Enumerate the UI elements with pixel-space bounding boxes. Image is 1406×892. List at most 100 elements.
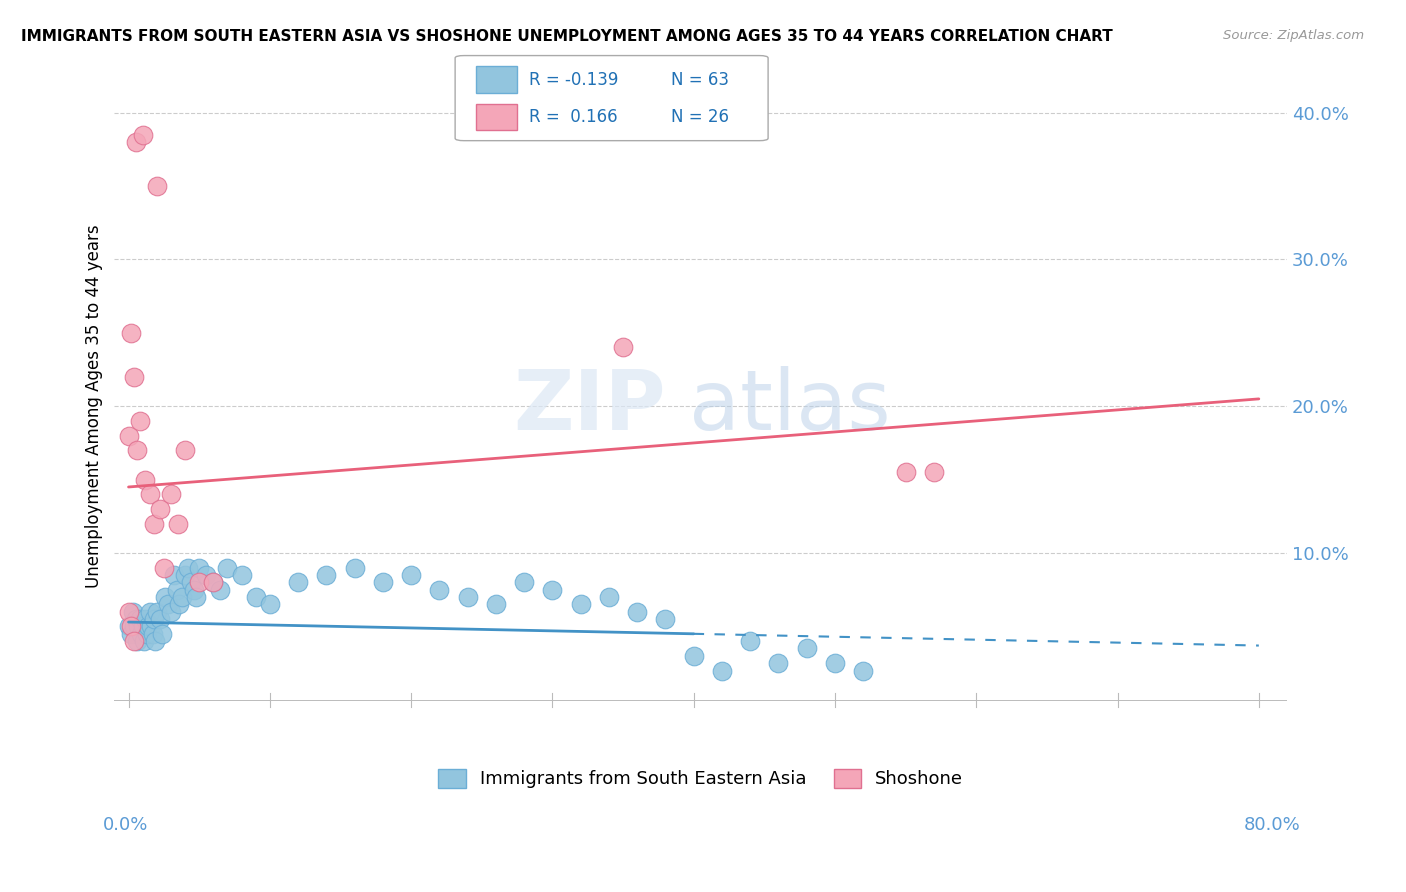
Point [128, 414, 150, 428]
FancyBboxPatch shape [456, 55, 768, 141]
Text: ZIP: ZIP [513, 366, 665, 447]
Point [157, 598, 180, 612]
Point [132, 634, 155, 648]
Bar [475, 66, 517, 93]
Point [134, 612, 156, 626]
Text: R =  0.166: R = 0.166 [529, 108, 617, 126]
Point [315, 568, 337, 582]
Point [153, 560, 176, 574]
Point [155, 590, 177, 604]
Point [399, 568, 422, 582]
Point [740, 634, 762, 648]
Point [513, 575, 536, 590]
Point [183, 582, 205, 597]
Point [122, 634, 145, 648]
Point [177, 560, 200, 574]
Point [120, 326, 142, 340]
Point [612, 341, 634, 355]
Point [485, 598, 508, 612]
Bar [475, 103, 517, 130]
Point [163, 568, 186, 582]
Point [824, 656, 846, 670]
Point [121, 605, 143, 619]
Point [134, 473, 156, 487]
Point [125, 634, 148, 648]
Point [124, 612, 146, 626]
Point [231, 568, 253, 582]
Point [127, 619, 149, 633]
Text: N = 26: N = 26 [671, 108, 728, 126]
Point [131, 619, 153, 633]
Legend: Immigrants from South Eastern Asia, Shoshone: Immigrants from South Eastern Asia, Shos… [432, 762, 970, 796]
Point [152, 627, 174, 641]
Point [160, 487, 183, 501]
Point [167, 516, 190, 531]
Point [186, 590, 208, 604]
Point [125, 443, 148, 458]
Point [371, 575, 394, 590]
Point [136, 619, 159, 633]
Point [138, 487, 160, 501]
Point [768, 656, 790, 670]
Point [146, 605, 169, 619]
Point [626, 605, 648, 619]
Point [195, 568, 218, 582]
Point [457, 590, 479, 604]
Point [146, 179, 169, 194]
Point [174, 568, 197, 582]
Point [180, 575, 202, 590]
Text: R = -0.139: R = -0.139 [529, 70, 619, 88]
Text: IMMIGRANTS FROM SOUTH EASTERN ASIA VS SHOSHONE UNEMPLOYMENT AMONG AGES 35 TO 44 : IMMIGRANTS FROM SOUTH EASTERN ASIA VS SH… [21, 29, 1112, 44]
Text: 80.0%: 80.0% [1244, 816, 1301, 834]
Point [188, 560, 211, 574]
Point [427, 582, 450, 597]
Point [541, 582, 564, 597]
Point [135, 627, 157, 641]
Point [143, 516, 166, 531]
Point [122, 619, 145, 633]
Point [141, 619, 163, 633]
Point [131, 128, 153, 142]
Point [188, 575, 211, 590]
Point [894, 465, 917, 479]
Point [654, 612, 676, 626]
Point [169, 598, 191, 612]
Point [143, 612, 166, 626]
Text: Source: ZipAtlas.com: Source: ZipAtlas.com [1223, 29, 1364, 42]
Point [166, 582, 188, 597]
Point [343, 560, 366, 574]
Point [145, 634, 167, 648]
Text: 0.0%: 0.0% [103, 816, 148, 834]
Point [117, 619, 139, 633]
Point [202, 575, 225, 590]
Point [149, 502, 172, 516]
Point [117, 428, 139, 442]
Point [245, 590, 267, 604]
Point [287, 575, 309, 590]
Point [796, 641, 818, 656]
Y-axis label: Unemployment Among Ages 35 to 44 years: Unemployment Among Ages 35 to 44 years [86, 225, 103, 588]
Point [217, 560, 239, 574]
Point [142, 627, 165, 641]
Point [129, 627, 152, 641]
Point [710, 664, 733, 678]
Point [120, 627, 142, 641]
Point [172, 590, 194, 604]
Text: atlas: atlas [689, 366, 891, 447]
Point [117, 605, 139, 619]
Point [138, 605, 160, 619]
Point [128, 612, 150, 626]
Point [174, 443, 197, 458]
Point [922, 465, 945, 479]
Point [122, 369, 145, 384]
Text: N = 63: N = 63 [671, 70, 728, 88]
Point [259, 598, 281, 612]
Point [682, 648, 704, 663]
Point [202, 575, 225, 590]
Point [209, 582, 232, 597]
Point [852, 664, 875, 678]
Point [124, 135, 146, 149]
Point [120, 619, 142, 633]
Point [160, 605, 183, 619]
Point [149, 612, 172, 626]
